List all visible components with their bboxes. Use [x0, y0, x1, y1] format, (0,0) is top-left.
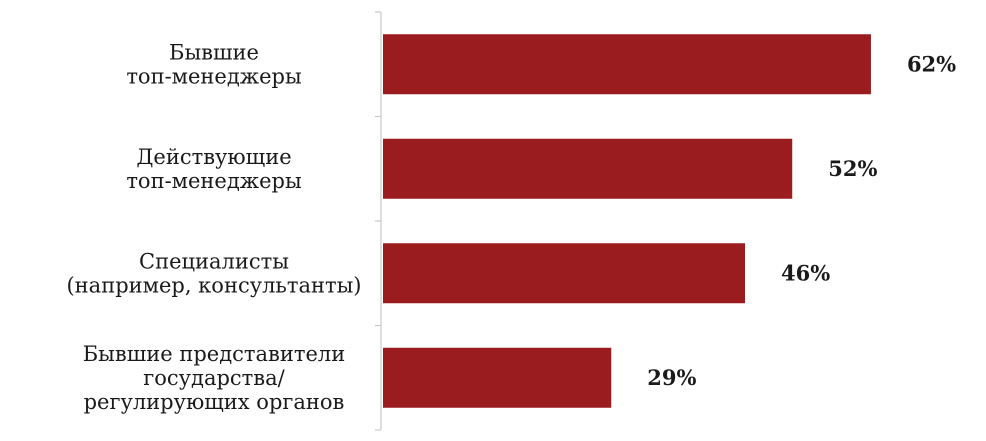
category-label-line: государства/ [143, 366, 285, 390]
bar [383, 138, 793, 199]
value-label: 62% [907, 51, 956, 76]
value-label: 46% [781, 260, 830, 285]
category-label-line: Бывшие представители [83, 342, 346, 366]
category-label-line: (например, консультанты) [66, 273, 361, 297]
category-label-line: регулирующих органов [84, 390, 345, 414]
category-label-line: топ-менеджеры [126, 169, 301, 193]
chart-axis [375, 11, 382, 431]
chart-bars [383, 34, 871, 408]
bar [383, 347, 612, 408]
category-label: Бывшие топ-менеджеры [126, 40, 301, 88]
category-label: Бывшие представители государства/регулиру… [83, 342, 346, 414]
bar [383, 243, 746, 304]
category-label-line: Бывшие [169, 40, 259, 64]
value-label: 29% [647, 365, 696, 390]
bar [383, 34, 871, 95]
category-label-line: топ-менеджеры [126, 64, 301, 88]
value-labels: 62% 52% 46% 29% [647, 51, 956, 390]
category-label-line: Действующие [136, 145, 291, 169]
category-label-line: Специалисты [139, 249, 289, 273]
category-label: Специалисты (например, консультанты) [66, 249, 361, 297]
category-label: Действующие топ-менеджеры [126, 145, 301, 193]
value-label: 52% [828, 156, 877, 181]
